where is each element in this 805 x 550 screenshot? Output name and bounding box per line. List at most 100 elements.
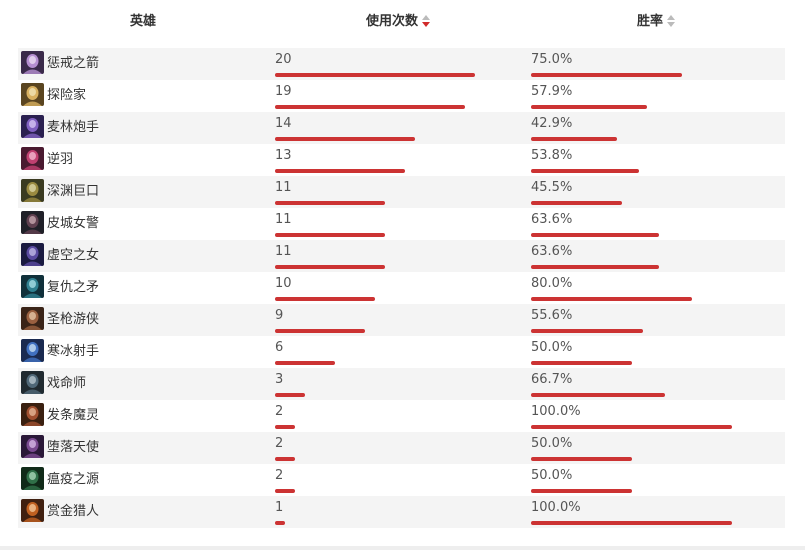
winrate-bar (531, 393, 665, 397)
table-row[interactable]: 圣枪游侠 9 55.6% (18, 304, 785, 336)
hero-avatar-icon[interactable] (21, 403, 44, 426)
usage-bar (275, 201, 385, 205)
winrate-bar (531, 137, 617, 141)
usage-count: 6 (275, 340, 284, 355)
hero-name[interactable]: 复仇之矛 (47, 280, 100, 295)
hero-avatar-icon[interactable] (21, 435, 44, 458)
usage-count: 10 (275, 276, 292, 291)
hero-name[interactable]: 探险家 (47, 88, 87, 103)
usage-count: 2 (275, 468, 284, 483)
table-row[interactable]: 深渊巨口 11 45.5% (18, 176, 785, 208)
column-header-usage-label[interactable]: 使用次数 (366, 14, 419, 29)
hero-avatar-icon[interactable] (21, 243, 44, 266)
column-header-hero-label: 英雄 (130, 14, 157, 29)
usage-bar (275, 425, 295, 429)
hero-avatar-icon[interactable] (21, 147, 44, 170)
hero-avatar-icon[interactable] (21, 83, 44, 106)
winrate-bar (531, 169, 639, 173)
hero-name[interactable]: 发条魔灵 (47, 408, 100, 423)
hero-avatar-icon[interactable] (21, 339, 44, 362)
table-row[interactable]: 虚空之女 11 63.6% (18, 240, 785, 272)
usage-count: 2 (275, 404, 284, 419)
table-row[interactable]: 复仇之矛 10 80.0% (18, 272, 785, 304)
hero-avatar-icon[interactable] (21, 307, 44, 330)
column-header-winrate[interactable]: 胜率 (637, 13, 676, 31)
hero-avatar-icon[interactable] (21, 467, 44, 490)
hero-avatar-icon[interactable] (21, 371, 44, 394)
hero-avatar-icon[interactable] (21, 179, 44, 202)
winrate-value: 45.5% (531, 180, 573, 195)
usage-bar (275, 489, 295, 493)
hero-name[interactable]: 寒冰射手 (47, 344, 100, 359)
usage-count: 2 (275, 436, 284, 451)
usage-bar (275, 393, 305, 397)
column-header-winrate-label[interactable]: 胜率 (637, 14, 664, 29)
winrate-bar (531, 105, 647, 109)
hero-name[interactable]: 惩戒之箭 (47, 56, 100, 71)
usage-count: 3 (275, 372, 284, 387)
usage-bar (275, 105, 465, 109)
table-row[interactable]: 瘟疫之源 2 50.0% (18, 464, 785, 496)
hero-avatar-icon[interactable] (21, 51, 44, 74)
winrate-bar (531, 425, 732, 429)
usage-bar (275, 169, 405, 173)
sort-down-active-icon[interactable] (422, 21, 431, 27)
table-row[interactable]: 皮城女警 11 63.6% (18, 208, 785, 240)
winrate-bar (531, 233, 659, 237)
table-row[interactable]: 麦林炮手 14 42.9% (18, 112, 785, 144)
sort-up-icon[interactable] (667, 14, 676, 20)
table-row[interactable]: 发条魔灵 2 100.0% (18, 400, 785, 432)
winrate-bar (531, 201, 622, 205)
usage-bar (275, 361, 335, 365)
table-row[interactable]: 逆羽 13 53.8% (18, 144, 785, 176)
usage-bar (275, 297, 375, 301)
usage-bar (275, 265, 385, 269)
winrate-bar (531, 329, 643, 333)
usage-count: 11 (275, 212, 292, 227)
usage-count: 13 (275, 148, 292, 163)
sort-arrows-icon[interactable] (667, 14, 676, 29)
winrate-bar (531, 265, 659, 269)
hero-avatar-icon[interactable] (21, 499, 44, 522)
hero-name[interactable]: 麦林炮手 (47, 120, 100, 135)
hero-name[interactable]: 戏命师 (47, 376, 87, 391)
usage-bar (275, 329, 365, 333)
column-header-usage[interactable]: 使用次数 (366, 13, 431, 31)
table-row[interactable]: 堕落天使 2 50.0% (18, 432, 785, 464)
usage-bar (275, 521, 285, 525)
table-row[interactable]: 寒冰射手 6 50.0% (18, 336, 785, 368)
winrate-bar (531, 457, 632, 461)
hero-name[interactable]: 逆羽 (47, 152, 74, 167)
hero-name[interactable]: 赏金猎人 (47, 504, 100, 519)
hero-name[interactable]: 圣枪游侠 (47, 312, 100, 327)
table-row[interactable]: 惩戒之箭 20 75.0% (18, 48, 785, 80)
table-row[interactable]: 探险家 19 57.9% (18, 80, 785, 112)
winrate-value: 100.0% (531, 404, 581, 419)
table-header: 英雄 使用次数 胜率 (0, 0, 805, 44)
usage-bar (275, 233, 385, 237)
winrate-value: 42.9% (531, 116, 573, 131)
usage-count: 19 (275, 84, 292, 99)
hero-name[interactable]: 堕落天使 (47, 440, 100, 455)
winrate-value: 66.7% (531, 372, 573, 387)
sort-arrows-icon[interactable] (422, 14, 431, 29)
hero-name[interactable]: 虚空之女 (47, 248, 100, 263)
usage-bar (275, 137, 415, 141)
hero-avatar-icon[interactable] (21, 275, 44, 298)
winrate-value: 50.0% (531, 340, 573, 355)
table-row[interactable]: 戏命师 3 66.7% (18, 368, 785, 400)
winrate-bar (531, 521, 732, 525)
hero-avatar-icon[interactable] (21, 211, 44, 234)
sort-up-icon[interactable] (422, 14, 431, 20)
usage-count: 11 (275, 244, 292, 259)
hero-avatar-icon[interactable] (21, 115, 44, 138)
sort-down-icon[interactable] (667, 21, 676, 27)
winrate-value: 63.6% (531, 244, 573, 259)
hero-name[interactable]: 皮城女警 (47, 216, 100, 231)
usage-count: 14 (275, 116, 292, 131)
hero-name[interactable]: 瘟疫之源 (47, 472, 100, 487)
winrate-value: 80.0% (531, 276, 573, 291)
usage-count: 1 (275, 500, 284, 515)
table-row[interactable]: 赏金猎人 1 100.0% (18, 496, 785, 528)
hero-name[interactable]: 深渊巨口 (47, 184, 100, 199)
